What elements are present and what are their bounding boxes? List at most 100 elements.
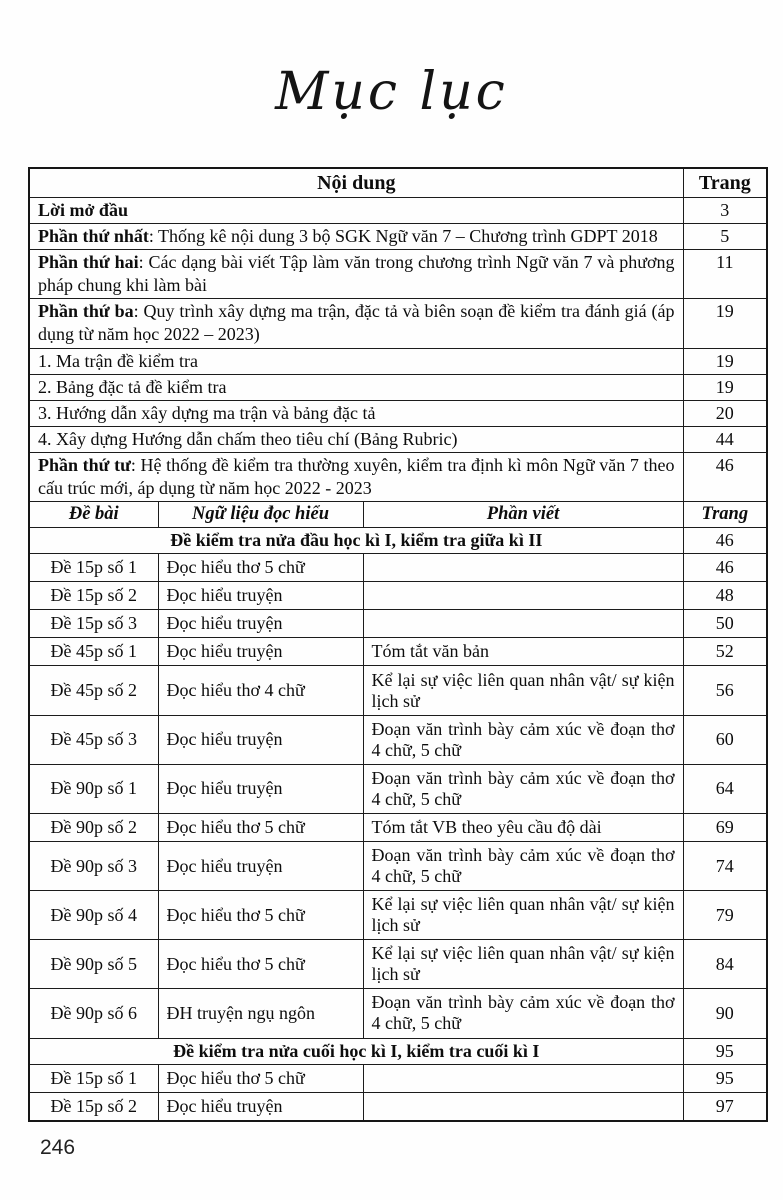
toc-entry-page: 11 xyxy=(682,249,768,300)
exam-page: 48 xyxy=(682,581,768,611)
toc-row: Phần thứ ba: Quy trình xây dựng ma trận,… xyxy=(28,298,768,349)
section-row-2: Đề kiểm tra nửa cuối học kì I, kiểm tra … xyxy=(28,1037,768,1065)
exam-page: 69 xyxy=(682,812,768,842)
toc-row: 4. Xây dựng Hướng dẫn chấm theo tiêu chí… xyxy=(28,425,768,453)
toc-row: Phần thứ tư: Hệ thống đề kiểm tra thường… xyxy=(28,451,768,502)
exam-row: Đề 45p số 1 Đọc hiểu truyện Tóm tắt văn … xyxy=(28,637,768,667)
section-title: Đề kiểm tra nửa cuối học kì I, kiểm tra … xyxy=(28,1037,684,1065)
exam-de: Đề 15p số 2 xyxy=(28,1091,159,1122)
exam-phanviet xyxy=(362,1091,684,1122)
toc-entry-page: 46 xyxy=(682,451,768,502)
exam-de: Đề 45p số 3 xyxy=(28,714,159,765)
exam-row: Đề 90p số 2 Đọc hiểu thơ 5 chữ Tóm tắt V… xyxy=(28,812,768,842)
toc-entry-text: : Hệ thống đề kiểm tra thường xuyên, kiể… xyxy=(38,454,675,498)
exam-phanviet xyxy=(362,581,684,611)
exam-row: Đề 90p số 4 Đọc hiểu thơ 5 chữ Kể lại sự… xyxy=(28,890,768,941)
exam-de: Đề 15p số 1 xyxy=(28,553,159,583)
toc-entry-label: Phần thứ tư: Hệ thống đề kiểm tra thường… xyxy=(28,451,684,502)
toc-entry-label: 1. Ma trận đề kiểm tra xyxy=(28,347,684,375)
toc-entry-bold: Phần thứ ba xyxy=(38,301,134,322)
exam-page: 60 xyxy=(682,714,768,765)
toc-row: 3. Hướng dẫn xây dựng ma trận và bảng đặ… xyxy=(28,399,768,427)
exam-nglieu: Đọc hiểu truyện xyxy=(157,1091,364,1122)
exam-phanviet xyxy=(362,553,684,583)
toc-entry-bold: Phần thứ nhất xyxy=(38,226,149,247)
exam-de: Đề 90p số 2 xyxy=(28,812,159,842)
header-trang-label: Trang xyxy=(682,167,768,199)
table-header-row: Nội dung Trang xyxy=(28,167,768,199)
toc-entry-text: 2. Bảng đặc tả đề kiểm tra xyxy=(38,376,227,397)
exam-page: 74 xyxy=(682,840,768,892)
exam-phanviet: Đoạn văn trình bày cảm xúc về đoạn thơ 4… xyxy=(362,714,684,765)
exam-page: 95 xyxy=(682,1063,768,1093)
toc-row: 2. Bảng đặc tả đề kiểm tra 19 xyxy=(28,373,768,401)
exam-phanviet xyxy=(362,1063,684,1093)
exam-de: Đề 90p số 1 xyxy=(28,763,159,814)
exam-nglieu: Đọc hiểu truyện xyxy=(157,581,364,611)
toc-entry-label: Phần thứ hai: Các dạng bài viết Tập làm … xyxy=(28,249,684,300)
exam-nglieu: Đọc hiểu truyện xyxy=(157,714,364,765)
exam-row: Đề 15p số 3 Đọc hiểu truyện 50 xyxy=(28,609,768,639)
exam-de: Đề 90p số 4 xyxy=(28,890,159,941)
exam-row: Đề 15p số 2 Đọc hiểu truyện 97 xyxy=(28,1091,768,1122)
exam-page: 52 xyxy=(682,637,768,667)
exam-nglieu: Đọc hiểu thơ 5 chữ xyxy=(157,890,364,941)
exam-page: 50 xyxy=(682,609,768,639)
exam-row: Đề 45p số 2 Đọc hiểu thơ 4 chữ Kể lại sự… xyxy=(28,665,768,716)
exam-de: Đề 15p số 3 xyxy=(28,609,159,639)
section-page: 46 xyxy=(682,527,768,555)
toc-entry-page: 5 xyxy=(682,223,768,251)
toc-entry-text: 3. Hướng dẫn xây dựng ma trận và bảng đặ… xyxy=(38,402,376,423)
toc-row: 1. Ma trận đề kiểm tra 19 xyxy=(28,347,768,375)
toc-entry-page: 20 xyxy=(682,399,768,427)
section-row-1: Đề kiểm tra nửa đầu học kì I, kiểm tra g… xyxy=(28,527,768,555)
exam-row: Đề 15p số 1 Đọc hiểu thơ 5 chữ 95 xyxy=(28,1063,768,1093)
header-noidung-label: Nội dung xyxy=(28,167,684,199)
exam-nglieu: Đọc hiểu truyện xyxy=(157,637,364,667)
toc-entry-text: : Thống kê nội dung 3 bộ SGK Ngữ văn 7 –… xyxy=(148,226,658,247)
exam-page: 46 xyxy=(682,553,768,583)
exam-phanviet: Kể lại sự việc liên quan nhân vật/ sự ki… xyxy=(362,665,684,716)
exam-row: Đề 90p số 1 Đọc hiểu truyện Đoạn văn trì… xyxy=(28,763,768,814)
exam-phanviet: Đoạn văn trình bày cảm xúc về đoạn thơ 4… xyxy=(362,988,684,1039)
exam-row: Đề 15p số 2 Đọc hiểu truyện 48 xyxy=(28,581,768,611)
exam-row: Đề 90p số 3 Đọc hiểu truyện Đoạn văn trì… xyxy=(28,840,768,892)
toc-entry-page: 19 xyxy=(682,347,768,375)
toc-entry-page: 19 xyxy=(682,298,768,349)
exam-de: Đề 90p số 3 xyxy=(28,840,159,892)
exam-page: 56 xyxy=(682,665,768,716)
subheader-ngu-lieu: Ngữ liệu đọc hiểu xyxy=(157,500,364,529)
subheader-de-bai: Đề bài xyxy=(28,500,159,529)
toc-entry-label: Phần thứ ba: Quy trình xây dựng ma trận,… xyxy=(28,298,684,349)
exam-row: Đề 90p số 6 ĐH truyện ngụ ngôn Đoạn văn … xyxy=(28,988,768,1039)
exam-nglieu: Đọc hiểu thơ 5 chữ xyxy=(157,553,364,583)
exam-nglieu: Đọc hiểu thơ 5 chữ xyxy=(157,939,364,990)
exam-de: Đề 90p số 5 xyxy=(28,939,159,990)
exam-phanviet: Đoạn văn trình bày cảm xúc về đoạn thơ 4… xyxy=(362,763,684,814)
exam-page: 97 xyxy=(682,1091,768,1122)
exam-row: Đề 90p số 5 Đọc hiểu thơ 5 chữ Kể lại sự… xyxy=(28,939,768,990)
subheader-trang: Trang xyxy=(682,500,768,529)
toc-entry-label: Phần thứ nhất: Thống kê nội dung 3 bộ SG… xyxy=(28,223,684,251)
toc-entry-label: 4. Xây dựng Hướng dẫn chấm theo tiêu chí… xyxy=(28,425,684,453)
section-title: Đề kiểm tra nửa đầu học kì I, kiểm tra g… xyxy=(28,527,684,555)
toc-entry-text: : Các dạng bài viết Tập làm văn trong ch… xyxy=(38,252,675,296)
exam-nglieu: Đọc hiểu truyện xyxy=(157,840,364,892)
toc-row: Lời mở đầu 3 xyxy=(28,197,768,225)
page-title: Mục lục xyxy=(275,62,508,122)
exam-de: Đề 45p số 2 xyxy=(28,665,159,716)
exam-de: Đề 15p số 1 xyxy=(28,1063,159,1093)
toc-table: Nội dung Trang Lời mở đầu 3 Phần thứ nhấ… xyxy=(28,167,769,1122)
exam-page: 90 xyxy=(682,988,768,1039)
exam-nglieu: Đọc hiểu thơ 5 chữ xyxy=(157,812,364,842)
toc-row: Phần thứ hai: Các dạng bài viết Tập làm … xyxy=(28,249,768,300)
exam-page: 84 xyxy=(682,939,768,990)
exam-nglieu: Đọc hiểu thơ 5 chữ xyxy=(157,1063,364,1093)
toc-entry-text: : Quy trình xây dựng ma trận, đặc tả và … xyxy=(38,301,675,345)
toc-entry-bold: Phần thứ tư xyxy=(38,454,131,475)
exam-page: 79 xyxy=(682,890,768,941)
exam-row: Đề 45p số 3 Đọc hiểu truyện Đoạn văn trì… xyxy=(28,714,768,765)
toc-row: Phần thứ nhất: Thống kê nội dung 3 bộ SG… xyxy=(28,223,768,251)
exam-phanviet xyxy=(362,609,684,639)
